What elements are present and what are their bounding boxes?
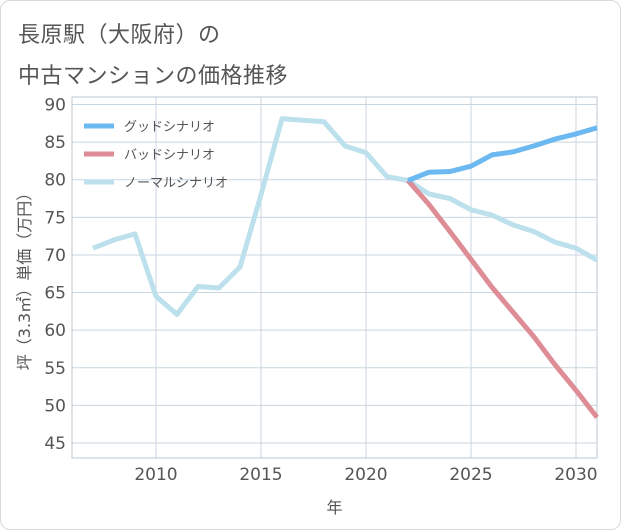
y-tick-label: 60 bbox=[44, 321, 66, 341]
series-line bbox=[92, 116, 599, 317]
y-tick-label: 70 bbox=[44, 246, 66, 266]
y-tick-label: 75 bbox=[44, 208, 66, 228]
x-tick-label: 2015 bbox=[239, 465, 282, 485]
axis-ticks: 45 50 55 60 65 70 75 80 85 90 2010 2015 2020 2025 2030 bbox=[44, 96, 597, 485]
grid-lines bbox=[72, 97, 597, 458]
y-tick-label: 55 bbox=[44, 359, 66, 379]
x-tick-label: 2030 bbox=[554, 465, 597, 485]
plot-area-border bbox=[71, 96, 598, 459]
chart-title-line1: 長原駅（大阪府）の bbox=[18, 23, 221, 48]
legend-label: ノーマルシナリオ bbox=[124, 176, 228, 191]
series-line bbox=[407, 125, 598, 183]
legend-label: グッドシナリオ bbox=[124, 120, 215, 135]
y-tick-label: 65 bbox=[44, 284, 66, 304]
x-tick-label: 2010 bbox=[134, 465, 177, 485]
series-lines bbox=[92, 116, 599, 419]
y-tick-label: 90 bbox=[44, 96, 66, 116]
chart-title-line2: 中古マンションの価格推移 bbox=[18, 64, 289, 89]
x-tick-label: 2025 bbox=[449, 465, 492, 485]
x-tick-label: 2020 bbox=[344, 465, 387, 485]
y-tick-label: 80 bbox=[44, 171, 66, 191]
y-axis-label: 坪（3.3㎡）単価（万円） bbox=[15, 185, 34, 370]
y-tick-label: 85 bbox=[44, 133, 66, 153]
x-axis-label: 年 bbox=[326, 498, 342, 517]
y-tick-label: 50 bbox=[44, 396, 66, 416]
y-tick-label: 45 bbox=[44, 434, 66, 454]
legend-label: バッドシナリオ bbox=[124, 148, 215, 163]
series-line bbox=[406, 178, 599, 419]
